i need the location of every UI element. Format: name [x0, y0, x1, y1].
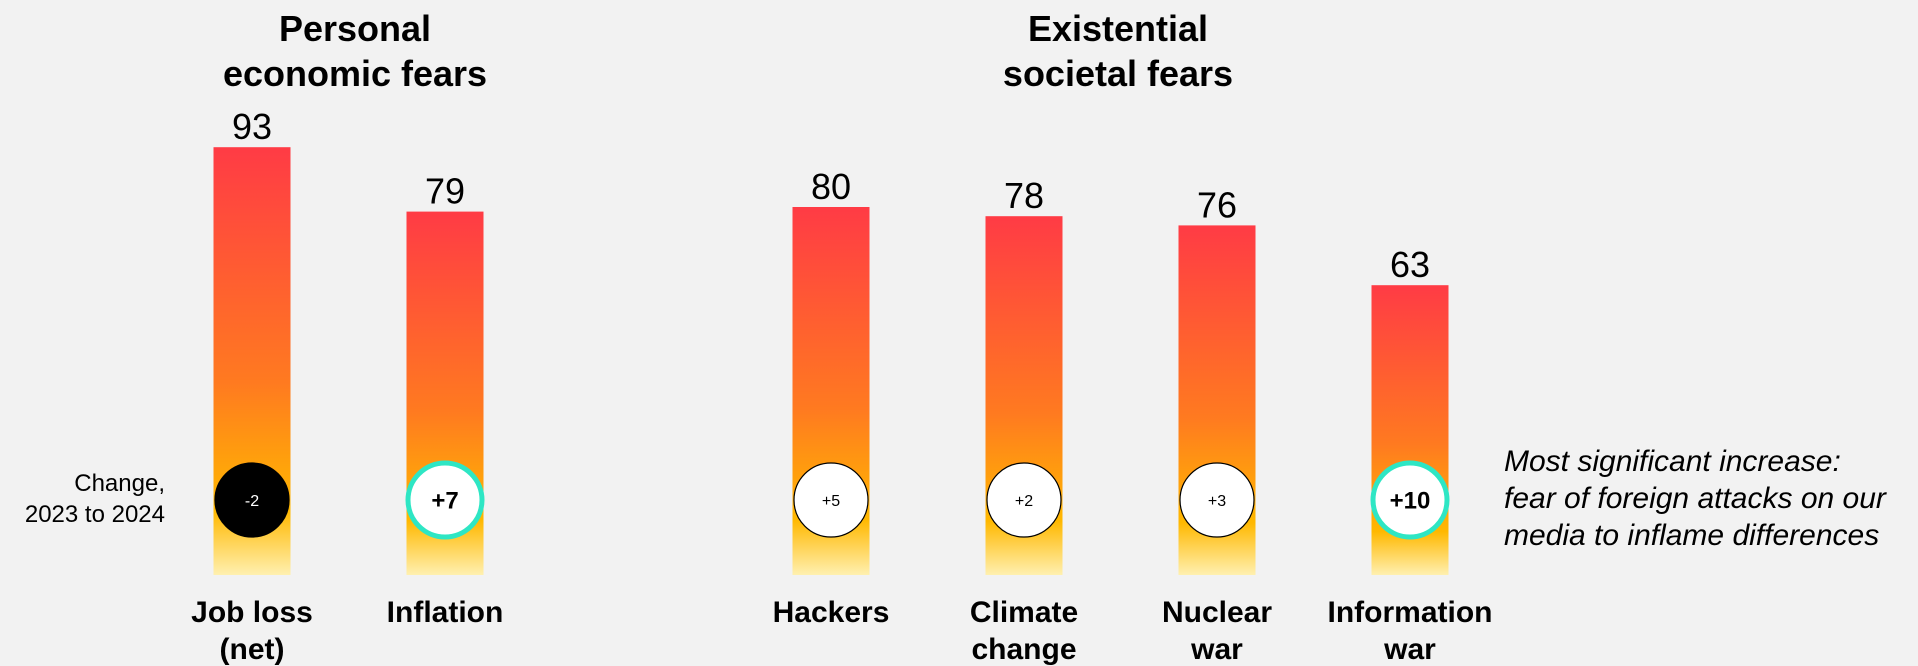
category-label: change — [971, 633, 1076, 666]
change-value: +2 — [1015, 493, 1033, 510]
annotation-line: fear of foreign attacks on our — [1504, 482, 1886, 515]
group-title-personal: Personal economic fears — [155, 6, 555, 96]
category-label: Information — [1328, 596, 1493, 629]
change-value: +10 — [1390, 488, 1431, 515]
group-title-line: economic fears — [222, 53, 488, 94]
change-badge — [1370, 460, 1450, 540]
change-badge — [986, 462, 1062, 538]
group-title-line: Existential — [1027, 8, 1209, 49]
change-badge — [1179, 462, 1255, 538]
value-label: 79 — [425, 171, 465, 212]
change-label-line: Change, — [74, 470, 165, 497]
category-label: Nuclear — [1162, 596, 1272, 629]
change-value: -2 — [245, 493, 259, 510]
annotation-line: Most significant increase: — [1504, 445, 1841, 478]
annotation-line: media to inflame differences — [1504, 519, 1880, 552]
change-badge — [214, 462, 290, 538]
group-title-existential: Existential societal fears — [918, 6, 1318, 96]
change-label-line: 2023 to 2024 — [24, 501, 165, 528]
value-label: 80 — [811, 166, 851, 207]
category-label: Climate — [970, 596, 1078, 629]
value-label: 76 — [1197, 184, 1237, 225]
value-label: 93 — [232, 106, 272, 147]
group-title-line: societal fears — [1002, 53, 1234, 94]
category-label: Job loss — [191, 596, 313, 629]
category-label: war — [1190, 633, 1243, 666]
change-badge — [405, 460, 485, 540]
category-label: Inflation — [387, 596, 504, 629]
annotation: Most significant increase: fear of forei… — [1504, 443, 1886, 554]
change-label: Change, 2023 to 2024 — [0, 468, 165, 530]
category-label: (net) — [220, 633, 285, 666]
value-label: 63 — [1390, 244, 1430, 285]
change-value: +5 — [822, 493, 840, 510]
change-value: +7 — [431, 488, 458, 515]
value-label: 78 — [1004, 175, 1044, 216]
change-value: +3 — [1208, 493, 1226, 510]
group-title-line: Personal — [278, 8, 432, 49]
change-badge — [793, 462, 869, 538]
category-label: war — [1383, 633, 1436, 666]
category-label: Hackers — [773, 596, 890, 629]
